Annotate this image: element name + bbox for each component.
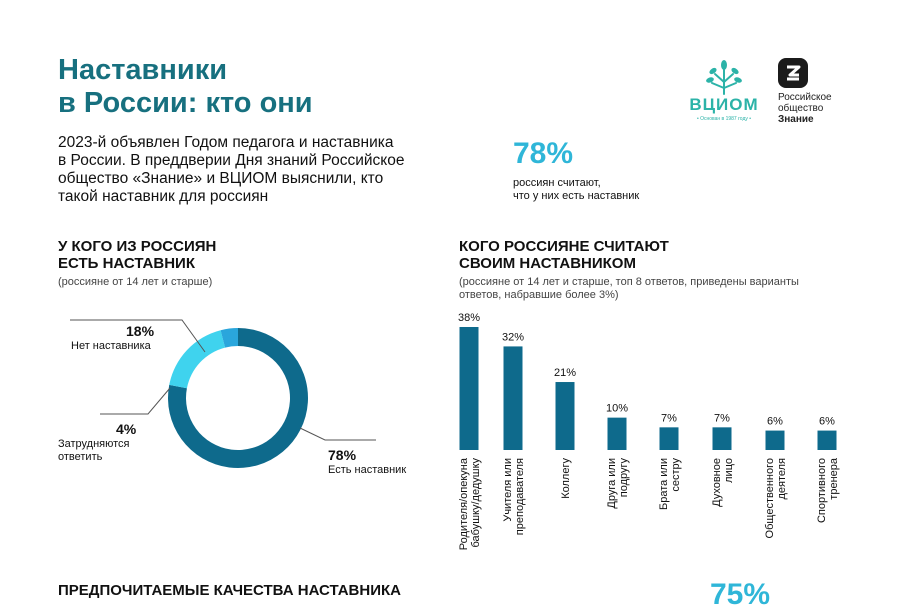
znanie-mark-icon <box>778 58 808 88</box>
intro-text: 2023-й объявлен Годом педагога и наставн… <box>58 134 458 206</box>
znanie-line: Российское <box>778 92 832 103</box>
donut-label-no: 18% Нет наставника <box>71 322 155 353</box>
category-line: лицо <box>723 458 735 483</box>
bar-value-label: 6% <box>767 416 783 428</box>
znanie-wordmark: Российское общество Знание <box>778 92 832 125</box>
caption-line: россиян считают, <box>513 177 601 189</box>
category-line: Общественного <box>764 458 776 538</box>
caption-line: что у них есть наставник <box>513 190 640 202</box>
bar-value-label: 6% <box>819 416 835 428</box>
donut-value-label: 18% <box>126 323 155 339</box>
bar-chart: 38% Родителя/опекунабабушку/дедушку 32% Учи… <box>458 312 840 550</box>
leader-line-has-mentor <box>299 427 376 441</box>
donut-category-label: Есть наставник <box>328 464 407 476</box>
category-line: бабушку/дедушку <box>470 458 482 548</box>
donut-label-unsure: 4% Затрудняются ответить <box>58 420 136 464</box>
bar-category-label: Брата илисестру <box>658 458 682 511</box>
vciom-logo: ВЦИОМ • Основан в 1987 году • <box>682 58 766 128</box>
note-line: ответов, набравшие более 3%) <box>459 289 619 301</box>
bar-value-label: 21% <box>554 367 576 379</box>
bar-category-label: Общественногодеятеля <box>764 458 788 538</box>
bar-value-label: 10% <box>606 403 628 415</box>
note-line: (россияне от 14 лет и старше) <box>58 276 213 288</box>
znanie-line: Знание <box>778 114 814 125</box>
intro-line: 2023-й объявлен Годом педагога и наставн… <box>58 134 394 151</box>
bar-heading: КОГО РОССИЯНЕ СЧИТАЮТ СВОИМ НАСТАВНИКОМ <box>459 238 669 272</box>
highlight-value: 78% <box>513 137 574 170</box>
category-line: Коллегу <box>560 458 572 499</box>
category-line: сестру <box>670 458 682 492</box>
note-line: (россияне от 14 лет и старше, топ 8 отве… <box>459 276 799 288</box>
bottom-highlight-value: 75% <box>710 578 771 611</box>
bar-value-label: 7% <box>661 412 677 424</box>
bar <box>712 427 732 450</box>
page-title: Наставники в России: кто они <box>58 54 313 120</box>
tree-icon <box>706 60 742 95</box>
donut-slice-unsure <box>220 328 238 348</box>
bar-value-label: 7% <box>714 412 730 424</box>
category-line: Брата или <box>658 458 670 510</box>
bar <box>659 427 679 450</box>
bar <box>765 430 785 450</box>
bar-category-label: Коллегу <box>560 458 572 499</box>
bar-category-label: Друга илиподругу <box>606 458 630 509</box>
bar <box>503 346 523 450</box>
donut-value-label: 4% <box>116 421 137 437</box>
category-line: Духовное <box>711 458 723 507</box>
bar-value-label: 38% <box>458 312 480 324</box>
qualities-heading: ПРЕДПОЧИТАЕМЫЕ КАЧЕСТВА НАСТАВНИКА <box>58 582 401 599</box>
vciom-wordmark: ВЦИОМ <box>689 95 759 114</box>
label-word: Затрудняются <box>58 438 130 450</box>
heading-line: У КОГО ИЗ РОССИЯН <box>58 238 217 255</box>
bar <box>607 417 627 450</box>
znanie-line: общество <box>778 103 824 114</box>
donut-chart <box>70 319 376 468</box>
donut-label-yes: 78% Есть наставник <box>328 446 406 477</box>
leader-line-unsure <box>100 387 171 415</box>
heading-line: КОГО РОССИЯНЕ СЧИТАЮТ <box>459 238 669 255</box>
heading-line: СВОИМ НАСТАВНИКОМ <box>459 255 636 272</box>
bar <box>817 430 837 450</box>
label-word: ответить <box>58 451 103 463</box>
intro-line: общество «Знание» и ВЦИОМ выяснили, кто <box>58 170 384 187</box>
category-line: деятеля <box>776 458 788 500</box>
donut-heading: У КОГО ИЗ РОССИЯН ЕСТЬ НАСТАВНИК <box>58 238 216 272</box>
intro-line: в России. В преддверии Дня знаний Россий… <box>58 152 405 169</box>
category-line: преподавателя <box>514 458 526 535</box>
bar <box>459 327 479 450</box>
donut-category-label: Нет наставника <box>71 340 151 352</box>
category-line: подругу <box>618 458 630 498</box>
category-line: Спортивного <box>816 458 828 523</box>
heading-line: ЕСТЬ НАСТАВНИК <box>58 255 195 272</box>
category-line: Друга или <box>606 458 618 509</box>
title-line-2: в России: кто они <box>58 87 313 119</box>
bar <box>555 382 575 450</box>
donut-category-label: Затрудняются ответить <box>58 438 136 464</box>
bar-value-label: 32% <box>502 331 524 343</box>
leader-line-no-mentor <box>70 319 206 353</box>
intro-line: такой наставник для россиян <box>58 188 269 205</box>
bar-category-label: Духовноелицо <box>711 458 735 507</box>
highlight-caption: россиян считают, что у них есть наставни… <box>513 177 639 203</box>
donut-note: (россияне от 14 лет и старше) <box>58 276 212 289</box>
category-line: Родителя/опекуна <box>458 457 470 550</box>
bar-category-label: Родителя/опекунабабушку/дедушку <box>458 457 482 550</box>
title-line-1: Наставники <box>58 54 228 86</box>
bar-category-label: Спортивноготренера <box>816 457 840 523</box>
category-line: тренера <box>828 457 840 500</box>
vciom-tagline: • Основан в 1987 году • <box>696 116 752 122</box>
heading-line: ПРЕДПОЧИТАЕМЫЕ КАЧЕСТВА НАСТАВНИКА <box>58 582 401 599</box>
donut-value-label: 78% <box>328 447 357 463</box>
donut-slice-no-mentor <box>169 330 226 389</box>
category-line: Учителя или <box>502 458 514 522</box>
znanie-logo: Российское общество Знание <box>778 58 888 128</box>
bar-note: (россияне от 14 лет и старше, топ 8 отве… <box>459 276 799 302</box>
bar-category-label: Учителя илипреподавателя <box>502 458 526 535</box>
